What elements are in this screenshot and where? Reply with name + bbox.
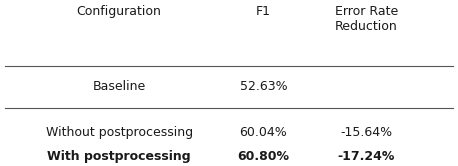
Text: -17.24%: -17.24% [338, 150, 395, 163]
Text: Configuration: Configuration [76, 5, 162, 18]
Text: 52.63%: 52.63% [240, 80, 287, 93]
Text: 60.80%: 60.80% [237, 150, 289, 163]
Text: With postprocessing: With postprocessing [47, 150, 191, 163]
Text: -15.64%: -15.64% [340, 126, 393, 139]
Text: Baseline: Baseline [93, 80, 146, 93]
Text: Error Rate
Reduction: Error Rate Reduction [335, 5, 398, 33]
Text: F1: F1 [256, 5, 271, 18]
Text: Without postprocessing: Without postprocessing [45, 126, 193, 139]
Text: 60.04%: 60.04% [240, 126, 287, 139]
